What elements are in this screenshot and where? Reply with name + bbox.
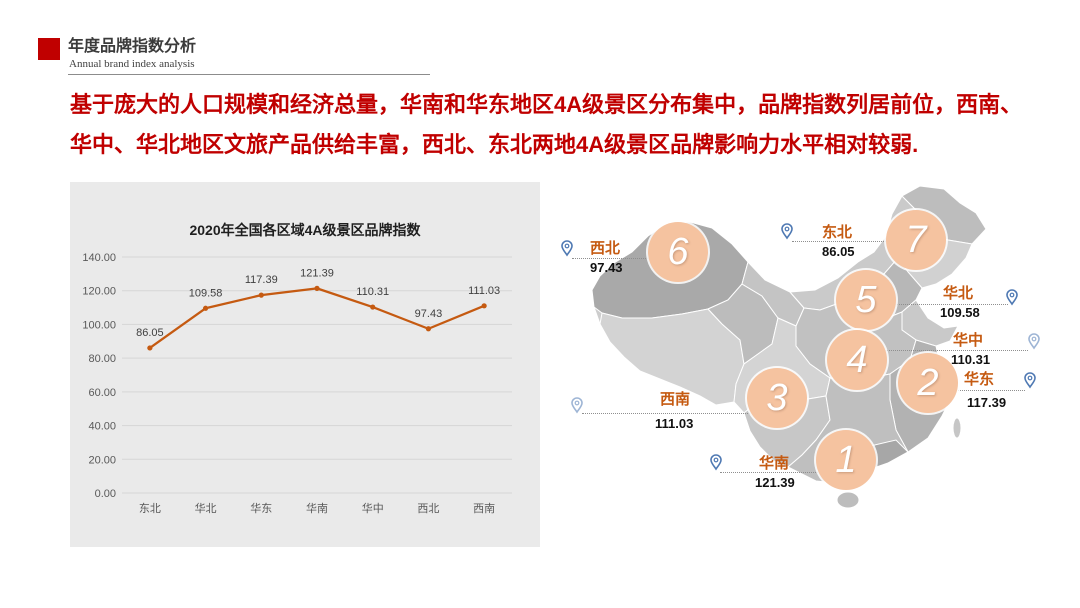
chart-title: 2020年全国各区域4A级景区品牌指数 bbox=[189, 222, 421, 238]
northeast-location-pin-icon bbox=[781, 223, 793, 240]
y-tick-label: 100.00 bbox=[82, 319, 116, 331]
leader-line-northeast bbox=[792, 241, 888, 242]
leader-line-northwest bbox=[572, 258, 650, 259]
data-label: 117.39 bbox=[245, 274, 278, 286]
data-label: 97.43 bbox=[415, 308, 443, 320]
y-tick-label: 120.00 bbox=[82, 286, 116, 298]
rank-badge-northwest: 6 bbox=[648, 222, 708, 282]
data-label: 86.05 bbox=[136, 327, 164, 339]
north-location-pin-icon bbox=[1006, 289, 1018, 306]
region-value-north: 109.58 bbox=[940, 305, 980, 320]
leader-line-east bbox=[955, 390, 1025, 391]
y-tick-label: 80.00 bbox=[88, 353, 116, 365]
data-label: 109.58 bbox=[189, 287, 223, 299]
leader-line-north bbox=[890, 304, 1008, 305]
y-tick-label: 60.00 bbox=[88, 387, 116, 399]
x-tick-label: 华北 bbox=[195, 501, 217, 515]
headline: 基于庞大的人口规模和经济总量，华南和华东地区4A级景区分布集中，品牌指数列居前位… bbox=[70, 85, 1070, 165]
data-point bbox=[258, 292, 264, 298]
central-location-pin-icon bbox=[1028, 333, 1040, 350]
rank-badge-south: 1 bbox=[816, 430, 876, 490]
data-point bbox=[425, 326, 432, 332]
region-value-south: 121.39 bbox=[755, 475, 795, 490]
region-value-central: 110.31 bbox=[951, 352, 991, 367]
region-name-northeast: 东北 bbox=[822, 224, 853, 241]
data-point bbox=[147, 345, 153, 351]
rank-badge-north: 5 bbox=[836, 270, 896, 330]
data-label: 121.39 bbox=[300, 267, 334, 279]
page-subtitle: Annual brand index analysis bbox=[69, 58, 195, 70]
region-name-southwest: 西南 bbox=[660, 391, 691, 408]
data-point bbox=[481, 303, 487, 309]
headline-line-1: 基于庞大的人口规模和经济总量，华南和华东地区4A级景区分布集中，品牌指数列居前位… bbox=[70, 92, 1023, 117]
chart-panel bbox=[70, 182, 540, 547]
data-point bbox=[370, 304, 376, 310]
data-label: 110.31 bbox=[356, 286, 389, 298]
region-name-north: 华北 bbox=[943, 285, 974, 302]
data-point bbox=[314, 285, 320, 291]
region-value-southwest: 111.03 bbox=[655, 416, 694, 431]
y-tick-label: 20.00 bbox=[88, 454, 116, 466]
rank-badge-east: 2 bbox=[898, 353, 958, 413]
east-location-pin-icon bbox=[1024, 372, 1036, 389]
x-tick-label: 华中 bbox=[362, 501, 384, 515]
y-tick-label: 0.00 bbox=[95, 488, 116, 500]
map-island-shape bbox=[836, 491, 860, 509]
region-name-central: 华中 bbox=[953, 332, 984, 349]
region-name-south: 华南 bbox=[759, 455, 790, 472]
rank-badge-central: 4 bbox=[827, 330, 887, 390]
region-value-northeast: 86.05 bbox=[822, 244, 855, 259]
line-chart: 0.00 20.00 40.00 60.00 80.00 100.00 120.00 140.… bbox=[82, 252, 512, 515]
x-tick-label: 华东 bbox=[250, 501, 272, 515]
x-tick-label: 西北 bbox=[417, 502, 439, 515]
map-island-shape bbox=[952, 417, 962, 439]
region-value-northwest: 97.43 bbox=[590, 260, 623, 275]
data-label: 111.03 bbox=[468, 285, 500, 297]
y-tick-label: 140.00 bbox=[82, 252, 116, 264]
rank-badge-southwest: 3 bbox=[747, 368, 807, 428]
region-name-northwest: 西北 bbox=[590, 240, 621, 257]
header-divider bbox=[68, 74, 430, 75]
leader-line-southwest bbox=[582, 413, 750, 414]
leader-line-south bbox=[720, 472, 820, 473]
northwest-location-pin-icon bbox=[561, 240, 573, 257]
x-tick-label: 东北 bbox=[139, 502, 161, 515]
data-point bbox=[202, 305, 209, 311]
rank-badge-northeast: 7 bbox=[886, 210, 946, 270]
southwest-location-pin-icon bbox=[571, 397, 583, 414]
region-name-east: 华东 bbox=[964, 371, 995, 388]
page-title: 年度品牌指数分析 bbox=[68, 38, 197, 55]
region-value-east: 117.39 bbox=[967, 395, 1007, 410]
x-tick-label: 华南 bbox=[306, 501, 328, 515]
title-marker bbox=[38, 38, 60, 60]
south-location-pin-icon bbox=[710, 454, 722, 471]
y-tick-label: 40.00 bbox=[88, 421, 116, 433]
headline-line-2: 华中、华北地区文旅产品供给丰富，西北、东北两地4A级景区品牌影响力水平相对较弱. bbox=[70, 132, 919, 157]
x-tick-label: 西南 bbox=[473, 502, 495, 515]
leader-line-central bbox=[880, 350, 1028, 351]
